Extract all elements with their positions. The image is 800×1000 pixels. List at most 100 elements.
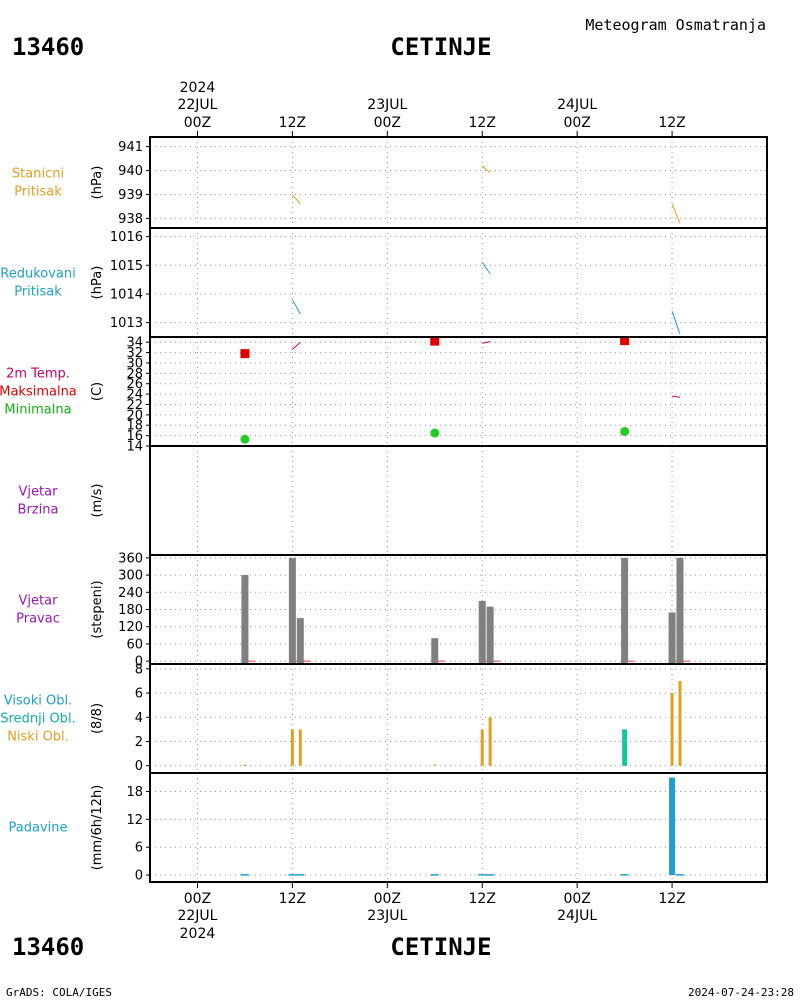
precip-bar (430, 874, 439, 876)
tmin-marker (620, 426, 630, 436)
time-label-year: 2024 (180, 80, 216, 96)
cloud-low-bar (290, 729, 294, 766)
ytick-label: 4 (135, 711, 143, 726)
cloud-low-bar (433, 764, 437, 766)
ytick-label: 360 (118, 551, 143, 566)
side-label: Padavine (9, 821, 68, 836)
ytick-label: 1014 (110, 287, 143, 302)
time-label-hour: 12Z (469, 115, 496, 131)
series-line-segment (671, 203, 681, 224)
wind-dir-bar (431, 638, 439, 664)
side-label: Pritisak (14, 285, 62, 300)
y-axis-label: (stepeni) (90, 580, 105, 638)
time-label-year: 2024 (180, 926, 216, 942)
side-label: Pravac (16, 612, 60, 627)
y-axis-label: (hPa) (90, 266, 105, 300)
ytick-label: 16 (126, 429, 143, 444)
ytick-label: 2 (135, 735, 143, 750)
ytick-label: 6 (135, 687, 143, 702)
side-label: Minimalna (4, 403, 71, 418)
panels-group: 938939940941(hPa)StanicniPritisak1013101… (0, 136, 768, 884)
precip-bar (478, 874, 487, 876)
panel-frame (149, 445, 768, 556)
time-label-date: 23JUL (367, 908, 407, 924)
ytick-label: 180 (118, 603, 143, 618)
panel-wind_speed: (m/s) Vjetar Brzina (18, 445, 768, 556)
wind-dir-bar (296, 618, 304, 664)
panel-precip: 0 6 12 18 (mm/6h/12h) Padavine (9, 772, 768, 884)
ytick-label: 18 (126, 785, 143, 800)
ytick-label: 1015 (110, 259, 143, 274)
wind-dir-bar (676, 557, 684, 664)
series-line-segment (291, 194, 301, 205)
side-label: Stanicni (12, 167, 64, 182)
precip-bar (675, 874, 684, 876)
station-name: CETINJE (390, 33, 491, 61)
side-label: Vjetar (19, 594, 59, 609)
footer-station-id: 13460 (12, 933, 84, 961)
side-label: Vjetar (19, 485, 59, 500)
time-label-hour: 00Z (563, 891, 590, 907)
time-label-hour: 12Z (658, 115, 685, 131)
ytick-label: 24 (126, 388, 143, 403)
time-label-hour: 12Z (279, 115, 306, 131)
ytick-label: 12 (126, 813, 143, 828)
series-line-segment (482, 341, 491, 344)
footer-credit: GrADS: COLA/IGES (6, 986, 112, 999)
tmin-marker (240, 434, 250, 444)
precip-bar (486, 874, 495, 876)
wind-dir-bar (668, 612, 676, 664)
ytick-label: 22 (126, 398, 143, 413)
precip-bar (240, 874, 249, 876)
time-label-date: 24JUL (557, 908, 597, 924)
cloud-low-bar (298, 729, 302, 766)
station-id: 13460 (12, 33, 84, 61)
ytick-label: 240 (118, 586, 143, 601)
time-label-hour: 00Z (374, 115, 401, 131)
ytick-label: 0 (135, 759, 143, 774)
cloud-low-bar (480, 729, 484, 766)
y-axis-label: (8/8) (90, 703, 105, 734)
side-label: 2m Temp. (6, 367, 70, 382)
tmax-marker (430, 336, 440, 346)
ytick-label: 28 (126, 367, 143, 382)
panel-wind_dir: 0 60 120 180 240 300 360 (stepeni) Vjetar Pravac (16, 551, 768, 670)
series-line-segment (672, 395, 681, 398)
wind-dir-bar (241, 575, 249, 664)
ytick-label: 6 (135, 841, 143, 856)
series-line-segment (481, 262, 491, 275)
ytick-label: 18 (126, 419, 143, 434)
ytick-label: 120 (118, 620, 143, 635)
y-axis-label: (m/s) (90, 484, 105, 518)
side-label: Maksimalna (0, 385, 77, 400)
time-label-hour: 12Z (279, 891, 306, 907)
tmin-marker (430, 428, 440, 438)
time-label-hour: 00Z (374, 891, 401, 907)
panel-clouds: 0 2 4 6 8 (8/8) Visoki Obl. Srednji Obl. Niski O… (0, 662, 768, 774)
time-label-hour: 00Z (184, 115, 211, 131)
side-label: Niski Obl. (7, 730, 69, 745)
series-line-segment (671, 311, 681, 335)
side-label: Pritisak (14, 185, 62, 200)
ytick-label: 939 (118, 188, 143, 203)
panel-frame (149, 227, 768, 338)
ytick-label: 938 (118, 212, 143, 227)
y-axis-label: (mm/6h/12h) (90, 785, 105, 871)
series-line-segment (292, 341, 301, 350)
series-line-segment (291, 299, 301, 315)
time-label-date: 22JUL (177, 97, 217, 113)
panel-frame (149, 663, 768, 774)
precip-bar (669, 777, 676, 876)
ytick-label: 20 (126, 408, 143, 423)
wind-dir-bar (621, 557, 629, 664)
time-label-hour: 00Z (563, 115, 590, 131)
side-label: Brzina (18, 503, 59, 518)
time-label-date: 23JUL (367, 97, 407, 113)
ytick-label: 1016 (110, 230, 143, 245)
precip-bar (288, 874, 297, 876)
tmax-marker (240, 349, 250, 359)
panel-frame (149, 136, 768, 229)
